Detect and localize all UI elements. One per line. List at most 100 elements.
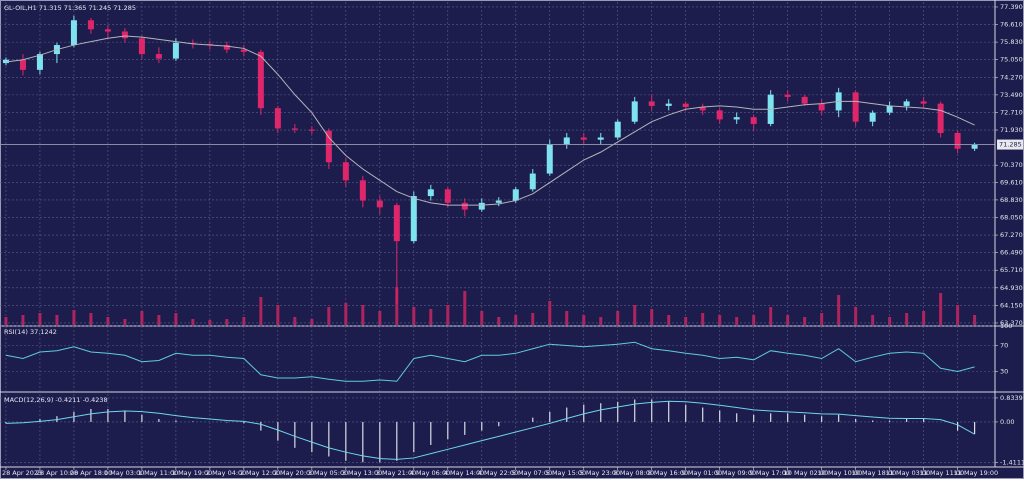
x-tick-label: 1 May 19:00 bbox=[172, 469, 212, 477]
volume-bar bbox=[310, 319, 314, 325]
candle-body bbox=[750, 117, 757, 124]
x-tick-label: 5 May 15:00 bbox=[546, 469, 586, 477]
volume-bar bbox=[650, 309, 654, 325]
y-tick-label: 71.930 bbox=[1000, 126, 1023, 134]
candle-body bbox=[274, 108, 281, 129]
x-tick-label: 3 May 05:00 bbox=[308, 469, 348, 477]
y-tick-label: 72.710 bbox=[1000, 108, 1023, 116]
volume-bar bbox=[225, 319, 229, 325]
y-tick-label: 30 bbox=[1000, 368, 1008, 376]
volume-bar bbox=[599, 317, 603, 325]
candle-body bbox=[665, 103, 672, 106]
panel: 0.8339 0.00 -1.4111 MACD(12,26,9) -0.4211 -… bbox=[0, 394, 1024, 468]
x-tick-label: 2 May 04:00 bbox=[206, 469, 246, 477]
volume-bar bbox=[157, 315, 161, 325]
volume-bar bbox=[4, 317, 8, 325]
candle-body bbox=[121, 31, 128, 39]
panel-title: MACD(12,26,9) -0.4211 -0.4238 bbox=[4, 396, 108, 404]
candle-body bbox=[257, 51, 264, 109]
x-tick-label: 10 May 02:00 bbox=[784, 469, 829, 477]
volume-bar bbox=[412, 307, 416, 325]
volume-bar bbox=[786, 315, 790, 325]
candle-body bbox=[87, 20, 94, 30]
candle-body bbox=[801, 96, 808, 104]
y-tick-label: 75.050 bbox=[1000, 56, 1023, 64]
candle-body bbox=[733, 117, 740, 120]
candle-body bbox=[240, 49, 247, 52]
candle-body bbox=[648, 101, 655, 106]
candle-body bbox=[206, 43, 213, 46]
last-price-box bbox=[997, 139, 1023, 150]
volume-bar bbox=[616, 311, 620, 325]
indicator-line bbox=[5, 341, 975, 382]
volume-bar bbox=[514, 315, 518, 325]
candle-body bbox=[784, 94, 791, 97]
x-tick-label: 11 May 19:00 bbox=[954, 469, 999, 477]
candle-body bbox=[189, 42, 196, 44]
candle-body bbox=[597, 137, 604, 140]
candle-body bbox=[852, 92, 859, 122]
x-tick-label: 2 May 20:00 bbox=[274, 469, 314, 477]
candle-body bbox=[937, 103, 944, 133]
x-tick-label: 11 May 11:00 bbox=[920, 469, 965, 477]
volume-bar bbox=[820, 313, 824, 325]
last-price-label: 71.285 bbox=[999, 141, 1022, 149]
moving-average bbox=[5, 35, 975, 206]
candle-body bbox=[495, 200, 502, 203]
volume-bar bbox=[939, 293, 943, 325]
x-tick-label: 5 May 07:00 bbox=[512, 469, 552, 477]
candle-body bbox=[631, 101, 638, 122]
x-tick-label: 1 May 03:00 bbox=[104, 469, 144, 477]
candle-body bbox=[563, 137, 570, 145]
x-tick-label: 3 May 21:00 bbox=[376, 469, 416, 477]
x-tick-label: 9 May 09:00 bbox=[716, 469, 756, 477]
y-tick-label: 76.610 bbox=[1000, 21, 1023, 29]
y-tick-label: 64.150 bbox=[1000, 301, 1023, 309]
y-tick-label: 100 bbox=[1000, 322, 1012, 330]
y-tick-label: 63.370 bbox=[1000, 319, 1023, 327]
volume-bar bbox=[293, 317, 297, 325]
x-tick-label: 28 Apr 10:00 bbox=[36, 469, 78, 477]
volume-bar bbox=[837, 295, 841, 325]
volume-bar bbox=[327, 307, 331, 325]
candle-body bbox=[478, 202, 485, 210]
candle-body bbox=[393, 205, 400, 242]
volume-bar bbox=[55, 315, 59, 325]
candle-body bbox=[359, 180, 366, 201]
y-tick-label: 65.710 bbox=[1000, 266, 1023, 274]
candle-body bbox=[716, 110, 723, 120]
y-tick-label: -1.4111 bbox=[1000, 459, 1024, 467]
candle-body bbox=[376, 200, 383, 208]
volume-bar bbox=[259, 297, 263, 325]
volume-bar bbox=[72, 310, 76, 325]
panel: 77.390 76.610 75.830 75.050 74.270 73.490 72.7… bbox=[0, 2, 1024, 327]
x-tick-label: 3 May 13:00 bbox=[342, 469, 382, 477]
volume-bar bbox=[395, 287, 399, 325]
volume-bar bbox=[701, 313, 705, 325]
volume-bar bbox=[735, 317, 739, 325]
volume-bar bbox=[208, 320, 212, 325]
y-tick-label: 64.930 bbox=[1000, 284, 1023, 292]
y-tick-label: 75.830 bbox=[1000, 38, 1023, 46]
candle-body bbox=[512, 189, 519, 201]
x-tick-label: 28 Apr 2023 bbox=[2, 469, 42, 477]
x-tick-label: 9 May 17:00 bbox=[750, 469, 790, 477]
candle-body bbox=[70, 20, 77, 46]
candle-body bbox=[682, 103, 689, 108]
volume-bar bbox=[803, 317, 807, 325]
candle-body bbox=[818, 103, 825, 111]
volume-bar bbox=[888, 317, 892, 325]
x-tick-label: 8 May 16:00 bbox=[648, 469, 688, 477]
candle-body bbox=[427, 189, 434, 197]
volume-bar bbox=[684, 317, 688, 325]
candle-body bbox=[546, 144, 553, 174]
y-tick-label: 67.270 bbox=[1000, 231, 1023, 239]
volume-bar bbox=[973, 315, 977, 325]
x-tick-label: 5 May 23:00 bbox=[580, 469, 620, 477]
candle-body bbox=[155, 54, 162, 59]
candle-body bbox=[325, 130, 332, 163]
x-tick-label: 10 May 10:00 bbox=[818, 469, 863, 477]
volume-bar bbox=[276, 305, 280, 325]
volume-bar bbox=[497, 317, 501, 325]
